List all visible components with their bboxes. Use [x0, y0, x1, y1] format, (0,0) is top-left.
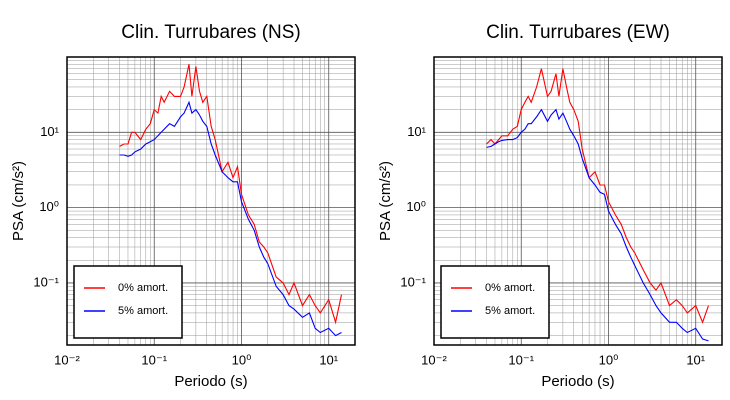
y-tick-label: 10¹ [40, 124, 59, 139]
x-tick-label: 10¹ [319, 352, 338, 367]
y-tick-label: 10¹ [407, 124, 426, 139]
series-line [119, 64, 343, 325]
chart-title: Clin. Turrubares (NS) [121, 22, 301, 43]
legend-label: 0% amort. [118, 282, 168, 294]
x-axis-label: Periodo (s) [174, 373, 247, 390]
x-tick-label: 10⁻² [54, 352, 80, 367]
legend-label: 5% amort. [485, 305, 535, 317]
x-tick-label: 10⁰ [232, 352, 252, 367]
y-axis-label: PSA (cm/s²) [377, 161, 394, 241]
chart-title: Clin. Turrubares (EW) [486, 22, 670, 43]
x-tick-label: 10¹ [686, 352, 705, 367]
y-axis-label: PSA (cm/s²) [10, 161, 27, 241]
y-tick-label: 10⁰ [39, 199, 59, 214]
x-tick-label: 10⁻¹ [508, 352, 534, 367]
legend-box [73, 265, 183, 339]
plot-frame [433, 56, 723, 346]
y-tick-label: 10⁰ [406, 199, 426, 214]
x-tick-label: 10⁻² [421, 352, 447, 367]
legend-label: 5% amort. [118, 305, 168, 317]
y-tick-label: 10⁻¹ [33, 274, 59, 289]
series-line [119, 100, 342, 337]
legend-label: 0% amort. [485, 282, 535, 294]
x-axis-label: Periodo (s) [541, 373, 614, 390]
x-tick-label: 10⁻¹ [141, 352, 167, 367]
series-line [486, 68, 710, 324]
series-line [486, 108, 709, 342]
x-tick-label: 10⁰ [599, 352, 619, 367]
legend-box [440, 265, 550, 339]
plot-frame [66, 56, 356, 346]
y-tick-label: 10⁻¹ [400, 274, 426, 289]
